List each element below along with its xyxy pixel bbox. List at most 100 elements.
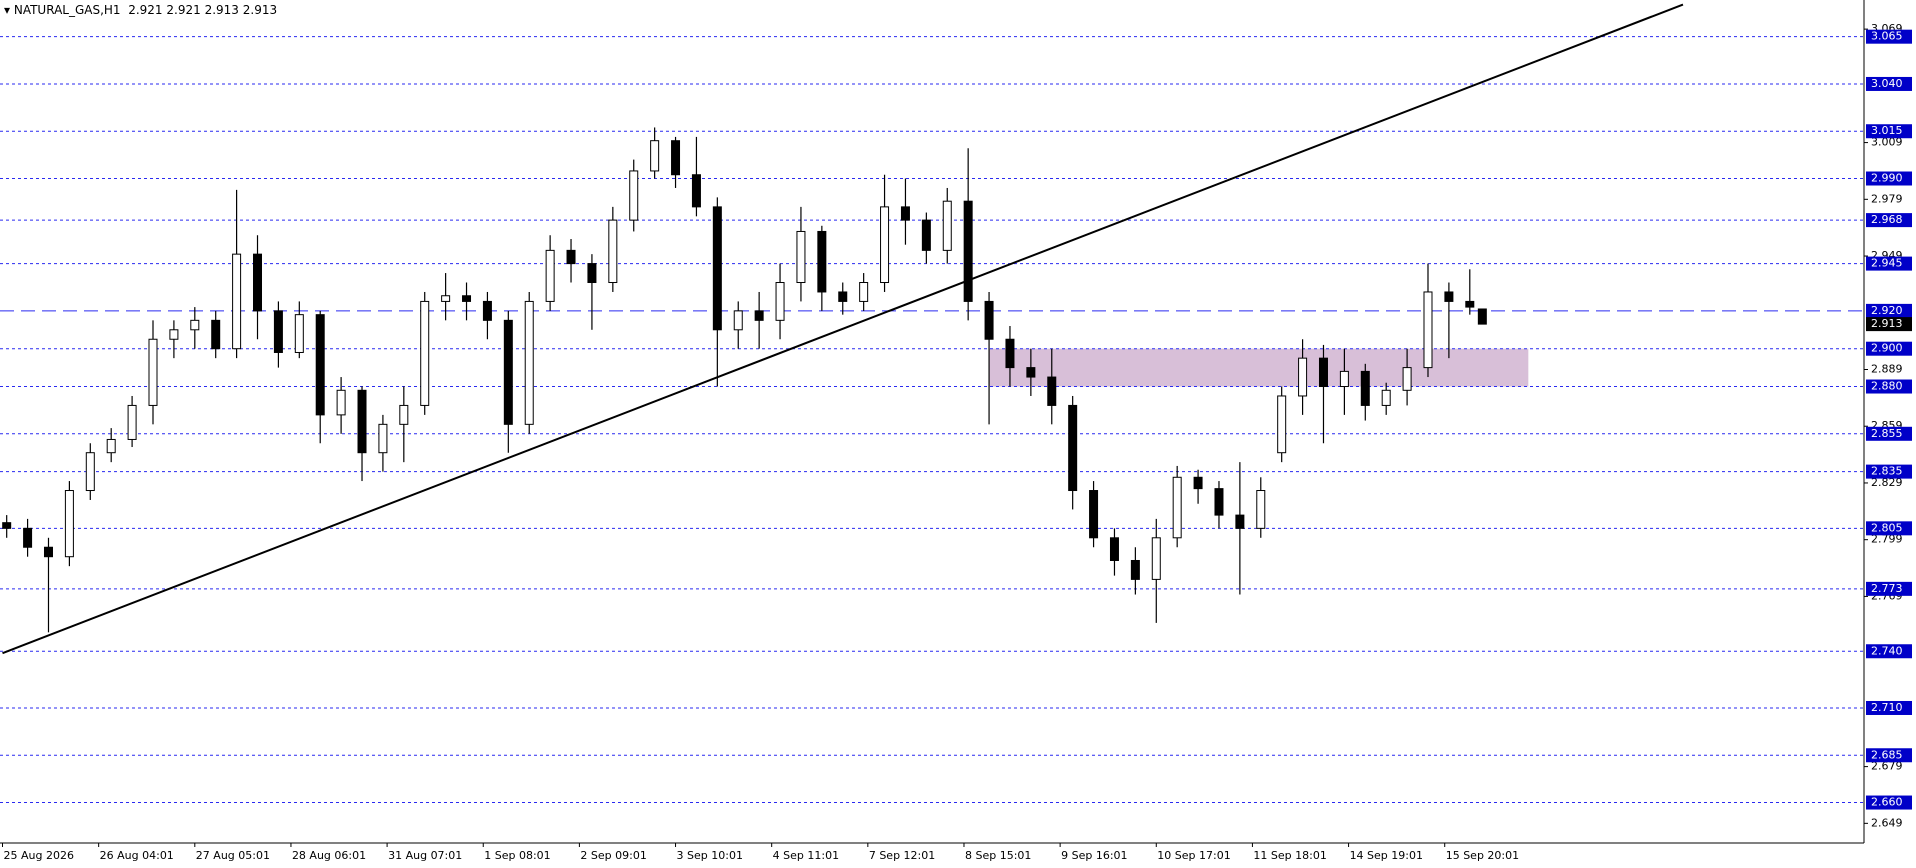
candle-body xyxy=(1381,389,1391,406)
y-tick-label: 2.979 xyxy=(1871,192,1903,205)
candle-body xyxy=(1423,291,1433,369)
x-tick-label: 10 Sep 17:01 xyxy=(1157,849,1230,862)
level-label-box xyxy=(1866,581,1912,596)
candle-body xyxy=(148,338,158,406)
candle-body xyxy=(545,249,555,302)
candle-body xyxy=(733,310,743,331)
level-label: 2.710 xyxy=(1871,701,1903,714)
level-label: 3.065 xyxy=(1871,30,1903,43)
ohlc-open: 2.921 xyxy=(128,3,163,17)
candle-body xyxy=(984,300,994,340)
x-tick-label: 9 Sep 16:01 xyxy=(1061,849,1127,862)
x-tick-label: 28 Aug 06:01 xyxy=(292,849,366,862)
level-label-box xyxy=(1866,795,1912,810)
level-label-box xyxy=(1866,256,1912,271)
candle-body xyxy=(1005,338,1015,369)
candle-body xyxy=(650,140,660,172)
level-label-box xyxy=(1866,303,1912,318)
candle-body xyxy=(754,310,764,321)
candle-body xyxy=(190,319,200,331)
candle-body xyxy=(1047,376,1057,406)
y-tick-label: 2.799 xyxy=(1871,533,1903,546)
candle-body xyxy=(106,438,116,454)
candle-body xyxy=(85,452,95,492)
y-tick-label: 2.649 xyxy=(1871,816,1903,829)
chart-header: ▾ NATURAL_GAS,H1 2.921 2.921 2.913 2.913 xyxy=(4,3,277,17)
candle-body xyxy=(1151,537,1161,580)
level-label: 2.920 xyxy=(1871,304,1903,317)
candle-body xyxy=(1277,395,1287,454)
candle-body xyxy=(441,295,451,302)
candle-body xyxy=(211,319,221,350)
candle-body xyxy=(566,249,576,265)
level-label: 2.900 xyxy=(1871,342,1903,355)
candle-body xyxy=(817,230,827,293)
level-label: 2.773 xyxy=(1871,582,1903,595)
candle-body xyxy=(796,230,806,284)
level-label-box xyxy=(1866,644,1912,659)
level-label-box xyxy=(1866,521,1912,536)
candle-body xyxy=(1298,357,1308,397)
x-tick-label: 14 Sep 19:01 xyxy=(1350,849,1423,862)
candle-body xyxy=(253,253,263,312)
candle-body xyxy=(963,200,973,302)
candle-body xyxy=(127,404,137,440)
level-label: 2.968 xyxy=(1871,213,1903,226)
candle-body xyxy=(43,546,53,558)
level-label-box xyxy=(1866,171,1912,186)
level-label: 2.945 xyxy=(1871,257,1903,270)
candle-body xyxy=(1339,370,1349,388)
level-label: 2.990 xyxy=(1871,172,1903,185)
candle-body xyxy=(23,527,33,548)
candle-body xyxy=(775,282,785,321)
x-tick-label: 31 Aug 07:01 xyxy=(388,849,462,862)
candle-body xyxy=(1465,300,1475,308)
candle-body xyxy=(1193,476,1203,490)
x-tick-label: 1 Sep 08:01 xyxy=(484,849,550,862)
trendline xyxy=(2,3,1684,655)
y-tick-label: 2.679 xyxy=(1871,760,1903,773)
candle-body xyxy=(524,300,534,425)
candle-body xyxy=(921,219,931,251)
x-tick-label: 27 Aug 05:01 xyxy=(196,849,270,862)
level-label: 2.880 xyxy=(1871,380,1903,393)
x-tick-label: 3 Sep 10:01 xyxy=(677,849,743,862)
candle-body xyxy=(838,291,848,302)
level-label: 2.685 xyxy=(1871,748,1903,761)
candle-body xyxy=(712,206,722,331)
y-tick-label: 2.829 xyxy=(1871,476,1903,489)
level-label: 2.740 xyxy=(1871,644,1903,657)
symbol: NATURAL_GAS,H1 xyxy=(13,3,121,17)
candle-body xyxy=(1089,490,1099,539)
level-label: 3.040 xyxy=(1871,77,1903,90)
candle-body xyxy=(2,522,12,529)
ohlc-high: 2.921 xyxy=(166,3,201,17)
level-label-box xyxy=(1866,213,1912,228)
candle-body xyxy=(462,295,472,302)
level-label-box xyxy=(1866,341,1912,356)
candle-body xyxy=(420,300,430,406)
x-tick-label: 2 Sep 09:01 xyxy=(580,849,646,862)
candle-body xyxy=(1477,308,1487,325)
candle-body xyxy=(294,314,304,353)
x-tick-label: 26 Aug 04:01 xyxy=(100,849,174,862)
candle-body xyxy=(671,140,681,176)
candle-body xyxy=(64,490,74,558)
level-label-box xyxy=(1866,124,1912,139)
level-label-box xyxy=(1866,379,1912,394)
candle-body xyxy=(608,219,618,284)
candle-body xyxy=(336,389,346,416)
candle-body xyxy=(1402,367,1412,391)
candle-body xyxy=(691,174,701,208)
level-label-box xyxy=(1866,29,1912,44)
x-tick-label: 7 Sep 12:01 xyxy=(869,849,935,862)
candle-body xyxy=(169,329,179,340)
candle-body xyxy=(859,282,869,302)
candle-body xyxy=(1109,537,1119,561)
candle-body xyxy=(1214,488,1224,516)
level-label-box xyxy=(1866,700,1912,715)
candle-body xyxy=(1256,490,1266,529)
level-label: 2.660 xyxy=(1871,796,1903,809)
level-label-box xyxy=(1866,464,1912,479)
